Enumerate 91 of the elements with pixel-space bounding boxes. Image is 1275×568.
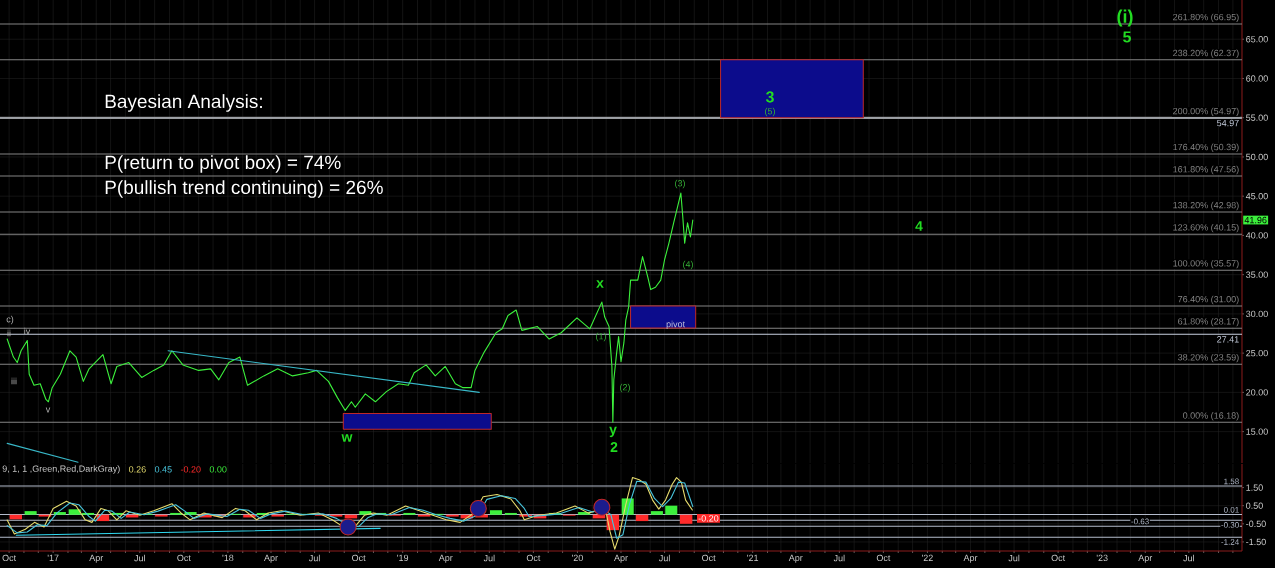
y-tick-label: -1.50 <box>1246 538 1266 546</box>
y-tick-label: -0.50 <box>1246 520 1266 528</box>
annotation: Bayesian Analysis: <box>105 94 262 112</box>
x-tick-label: Oct <box>702 554 716 562</box>
y-tick-label: 0.50 <box>1246 502 1263 509</box>
x-tick-label: Apr <box>89 554 104 563</box>
annotation: w <box>341 434 353 442</box>
annotation: (2) <box>620 383 630 393</box>
x-tick-label: Oct <box>2 554 17 562</box>
y-tick-label: 45.00 <box>1245 192 1268 200</box>
x-tick-label: '20 <box>572 554 583 562</box>
x-tick-label: '19 <box>397 554 409 562</box>
annotation: iv <box>24 327 31 335</box>
ref-line-label: 1.58 <box>1224 478 1239 485</box>
x-tick-label: Apr <box>264 554 278 563</box>
annotation: (1) <box>596 332 606 342</box>
annotation: y <box>609 426 617 438</box>
annotation: (5) <box>765 107 775 117</box>
y-tick-label: 15.00 <box>1246 428 1268 435</box>
text: 0.00 <box>209 466 227 473</box>
annotation: v <box>45 407 51 413</box>
y-tick-label: 50.00 <box>1246 153 1268 161</box>
annotation: iii <box>11 377 17 385</box>
ref-line-label: 161.80% (47.56) <box>1173 165 1239 175</box>
x-tick-label: Apr <box>438 554 453 563</box>
ref-line-label: 100.00% (35.57) <box>1173 259 1239 269</box>
ref-line-label: 61.80% (28.17) <box>1178 317 1239 327</box>
ref-line-label: 27.41 <box>1217 336 1239 343</box>
annotation: (4) <box>683 260 693 270</box>
ref-line-label: 38.20% (23.59) <box>1178 353 1239 363</box>
x-tick-label: '22 <box>922 554 933 561</box>
y-tick-label: 35.00 <box>1246 271 1268 278</box>
annotation: 3 <box>765 91 774 103</box>
x-tick-label: Jul <box>1008 554 1020 562</box>
y-tick-label: 60.00 <box>1246 75 1268 82</box>
x-tick-label: Oct <box>1051 554 1066 562</box>
chart-title: 9, 1, 1 ,Green,Red,DarkGray) <box>2 465 120 474</box>
y-tick-label: 20.00 <box>1246 389 1268 396</box>
ref-line-label: 238.20% (62.37) <box>1173 49 1239 58</box>
annotation: 2 <box>610 442 618 452</box>
ref-line-label: 176.40% (50.39) <box>1173 143 1239 152</box>
y-tick-label: 30.00 <box>1246 310 1268 318</box>
x-tick-label: '23 <box>1096 554 1108 562</box>
x-tick-label: Apr <box>614 554 628 563</box>
ref-line-label: 138.20% (42.98) <box>1173 201 1239 211</box>
x-tick-label: Oct <box>876 554 891 562</box>
annotation: 4 <box>915 221 923 231</box>
x-tick-label: Jul <box>308 554 320 562</box>
x-tick-label: Jul <box>134 554 145 562</box>
x-tick-label: Jul <box>833 554 845 562</box>
ref-line-label: 76.40% (31.00) <box>1178 295 1239 305</box>
y-tick-label: 65.00 <box>1246 36 1268 43</box>
x-tick-label: '18 <box>222 554 234 562</box>
y-tick-label: 25.00 <box>1246 349 1268 357</box>
y-tick-label: 40.00 <box>1245 232 1268 239</box>
text: -0.20 <box>180 466 201 473</box>
annotation: x <box>596 280 604 288</box>
ref-line-label: 261.80% (66.95) <box>1173 13 1239 23</box>
x-tick-label: Apr <box>788 554 803 563</box>
text: 0.26 <box>128 466 146 473</box>
annotation: 41.96 <box>1244 216 1267 224</box>
ref-line-label: 0.00% (16.18) <box>1183 412 1239 421</box>
ref-line-label: -0.63 <box>1131 518 1149 525</box>
x-tick-label: Jul <box>483 554 495 562</box>
x-tick-label: '21 <box>747 554 759 561</box>
ref-line-label: 123.60% (40.15) <box>1173 223 1239 233</box>
annotation: (3) <box>675 179 685 189</box>
annotation: pivot <box>666 320 686 330</box>
annotation: c) <box>6 315 14 325</box>
x-tick-label: '17 <box>47 554 59 561</box>
x-tick-label: Oct <box>352 554 366 562</box>
annotation: 5 <box>1123 31 1131 43</box>
ref-line-label: -0.30 <box>1221 522 1239 528</box>
annotation: P(bullish trend continuing) = 26% <box>105 180 383 198</box>
x-tick-label: Apr <box>1138 554 1153 563</box>
annotation: (i) <box>1117 9 1133 27</box>
x-tick-label: Apr <box>963 554 978 563</box>
y-tick-label: 55.00 <box>1246 114 1268 121</box>
x-tick-label: Jul <box>658 554 670 562</box>
x-tick-label: Oct <box>177 554 191 562</box>
annotation: ii <box>7 329 11 337</box>
ref-line-label: 0.01 <box>1223 507 1239 513</box>
ref-line-label: 200.00% (54.97) <box>1173 107 1239 117</box>
annotation: P(return to pivot box) = 74% <box>105 155 341 173</box>
ref-line-label: -1.24 <box>1221 539 1239 545</box>
y-tick-label: 1.50 <box>1246 484 1263 491</box>
ref-line-label: 54.97 <box>1217 119 1239 127</box>
annotation: -0.20 <box>698 515 719 522</box>
x-tick-label: Oct <box>526 554 541 562</box>
x-tick-label: Jul <box>1183 554 1194 562</box>
text: 0.45 <box>154 466 172 473</box>
